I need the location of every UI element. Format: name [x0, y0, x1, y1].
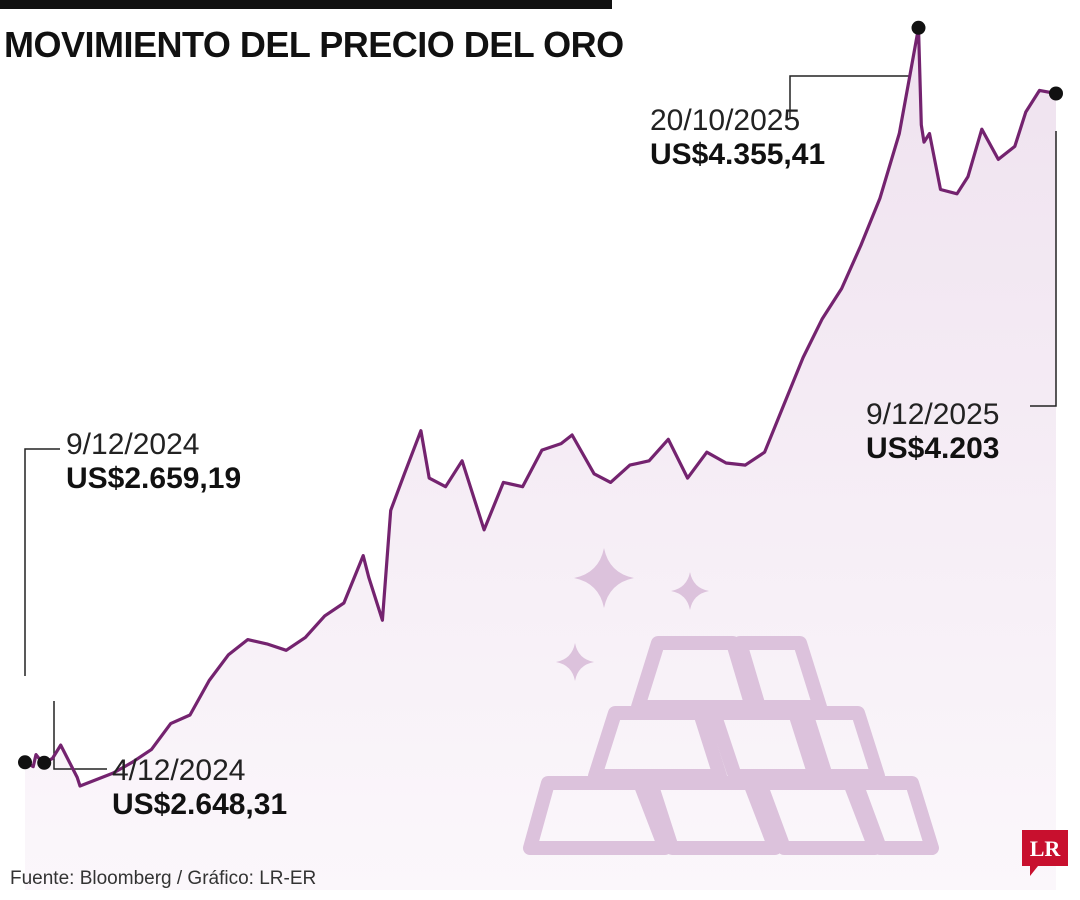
annotation-max-value: US$4.355,41	[650, 137, 826, 171]
sparkle-icon	[671, 572, 709, 610]
highlight-points	[18, 20, 1063, 770]
annotation-start-date: 9/12/2024	[66, 428, 200, 461]
sparkle-icon	[574, 548, 634, 608]
annotation-start: 9/12/2024 US$2.659,19	[66, 428, 241, 495]
annotation-min-value: US$2.648,31	[112, 787, 288, 821]
leader-end	[1030, 131, 1057, 407]
lr-logo-text: LR	[1030, 836, 1062, 861]
gold-bars-icon	[523, 636, 939, 855]
annotation-min-date: 4/12/2024	[112, 754, 246, 787]
point-end	[1049, 86, 1063, 101]
price-line	[23, 26, 1058, 788]
leader-lines	[24, 75, 1057, 770]
source-note: Fuente: Bloomberg / Gráfico: LR-ER	[10, 868, 317, 889]
annotation-end-date: 9/12/2025	[866, 398, 1000, 431]
annotation-end: 9/12/2025 US$4.203	[866, 398, 999, 465]
sparkle-icon	[556, 643, 594, 681]
price-area	[25, 27, 1056, 891]
annotation-max: 20/10/2025 US$4.355,41	[650, 104, 825, 171]
annotation-min: 4/12/2024 US$2.648,31	[112, 754, 287, 821]
annotation-max-date: 20/10/2025	[650, 104, 801, 137]
leader-max	[789, 75, 911, 118]
leader-start	[24, 448, 60, 676]
annotation-end-value: US$4.203	[866, 431, 1000, 465]
leader-min	[53, 701, 107, 770]
point-start	[18, 755, 32, 770]
top-rule	[0, 0, 612, 9]
point-min	[37, 755, 52, 770]
point-max	[911, 20, 926, 35]
annotation-start-value: US$2.659,19	[66, 461, 242, 495]
gold-bars-illustration	[523, 548, 939, 855]
lr-logo: LR	[1022, 830, 1068, 876]
chart-title: MOVIMIENTO DEL PRECIO DEL ORO	[4, 24, 624, 65]
